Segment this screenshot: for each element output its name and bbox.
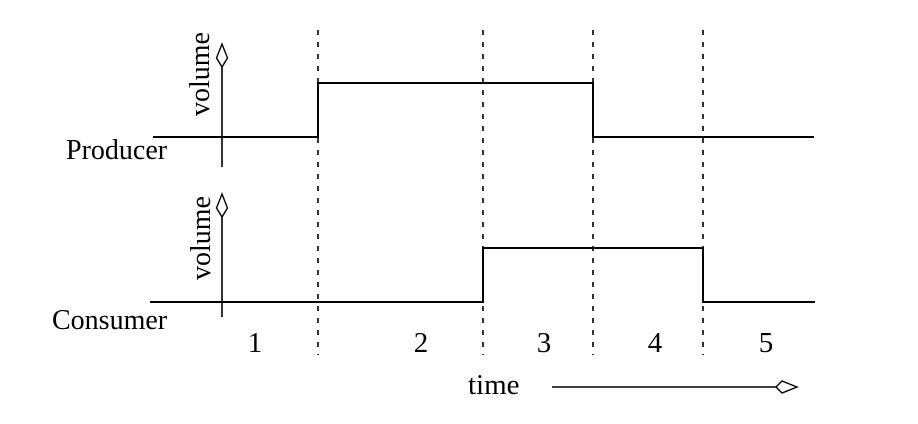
producer-signal-trace [153, 82, 814, 138]
time-axis-label: time [468, 369, 520, 401]
period-tick-2: 2 [413, 327, 429, 359]
producer-volume-axis-arrowhead-icon [215, 42, 229, 69]
period-tick-1: 1 [247, 327, 263, 359]
consumer-volume-axis-arrowhead-icon [215, 192, 229, 219]
period-tick-5: 5 [758, 327, 774, 359]
period-tick-3: 3 [536, 327, 552, 359]
time-axis-arrowhead-icon [775, 380, 799, 394]
producer-volume-axis-label: volume [185, 32, 216, 116]
producer-row-label: Producer [66, 135, 168, 166]
period-tick-4: 4 [647, 327, 663, 359]
consumer-signal-trace [150, 247, 815, 303]
period-boundary-dashed-lines [317, 30, 704, 355]
consumer-row-label: Consumer [52, 305, 168, 336]
consumer-volume-axis-label: volume [186, 196, 217, 280]
